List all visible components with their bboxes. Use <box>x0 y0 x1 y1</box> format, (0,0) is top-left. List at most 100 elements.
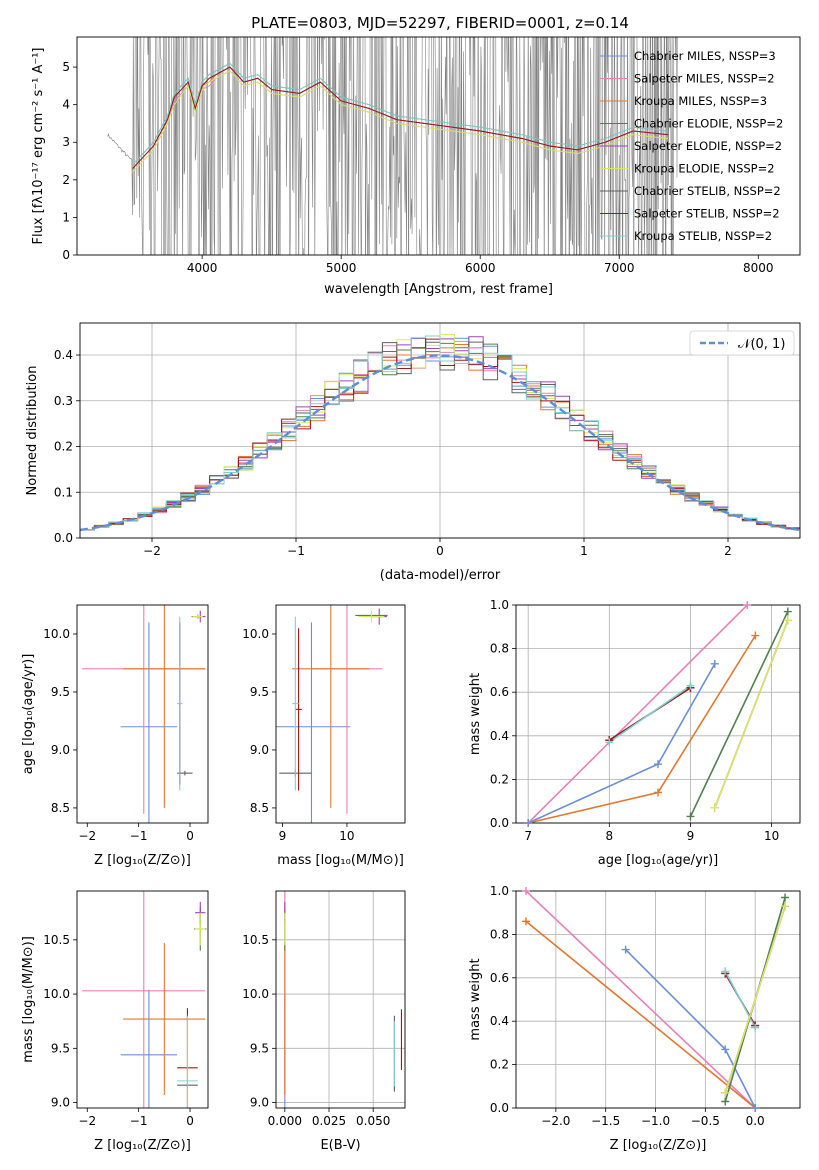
mw-age-line <box>689 611 789 817</box>
mw-age-ylabel: mass weight <box>468 673 483 755</box>
mass-z-xtick-label: −2 <box>78 1114 96 1128</box>
mw-z-xtick-label: −1.5 <box>591 1114 620 1128</box>
mw-z-line <box>724 970 756 1029</box>
mw-z-marker <box>721 967 730 976</box>
spectrum-legend-label: Chabrier STELIB, NSSP=2 <box>634 184 781 198</box>
spectrum-model-line <box>132 66 668 169</box>
age-z-xtick-label: 0 <box>186 829 194 843</box>
residual-xtick-label: 1 <box>580 544 588 558</box>
spectrum-legend: Chabrier MILES, NSSP=3 Salpeter MILES, NS… <box>600 49 783 243</box>
mass-z-plot <box>82 891 207 1108</box>
residual-plot <box>80 333 800 532</box>
mw-age-marker <box>524 819 533 827</box>
mass-ebv-ytick-label: 10.5 <box>242 933 269 947</box>
spectrum-legend-label: Kroupa ELODIE, NSSP=2 <box>634 162 775 176</box>
residual-legend-label: 𝒩(0, 1) <box>738 337 785 352</box>
mw-z-marker <box>521 917 530 926</box>
spectrum-model-line <box>132 62 668 166</box>
residual-xtick-label: 0 <box>436 544 444 558</box>
mw-age-xlabel: age [log₁₀(age/yr)] <box>598 853 719 868</box>
mw-z-line <box>525 920 756 1108</box>
spectrum-xtick-label: 8000 <box>743 261 774 275</box>
spectrum-ytick-label: 5 <box>62 60 70 74</box>
mw-z-ytick-label: 0.0 <box>490 1101 509 1115</box>
age-z-ytick-label: 9.0 <box>51 743 70 757</box>
mw-z-xtick-label: −2.0 <box>541 1114 570 1128</box>
mw-z-frame <box>515 890 801 1109</box>
mw-age-marker <box>605 738 614 747</box>
mw-age-line <box>608 685 691 743</box>
spectrum-legend-label: Kroupa STELIB, NSSP=2 <box>634 229 772 243</box>
age-z-ytick-label: 9.5 <box>51 685 70 699</box>
spectrum-xlabel: wavelength [Angstrom, rest frame] <box>324 282 553 297</box>
residual-ytick-label: 0.0 <box>54 531 73 545</box>
spectrum-ytick-label: 0 <box>62 248 70 262</box>
mass-ebv-ytick-label: 9.5 <box>250 1041 269 1055</box>
residual-xtick-label: 2 <box>724 544 732 558</box>
mw-z-marker <box>781 893 790 902</box>
mass-ebv-xtick-label: 0.025 <box>312 1114 346 1128</box>
age-z-ytick-label: 8.5 <box>51 801 70 815</box>
mass-z-axes: −2 −1 0 9.0 9.5 10.0 10.5 Z [log₁₀(Z/Z⊙)] mass [… <box>21 890 209 1153</box>
mw-age-marker <box>654 788 662 797</box>
residual-xtick-label: −1 <box>287 544 305 558</box>
mw-z-ytick-label: 0.6 <box>490 971 509 985</box>
mw-z-line <box>625 949 756 1108</box>
mass-ebv-xtick-label: 0.050 <box>356 1114 390 1128</box>
mass-z-xtick-label: −1 <box>130 1114 148 1128</box>
mw-z-ytick-label: 1.0 <box>490 884 509 898</box>
mw-z-ylabel: mass weight <box>468 958 483 1040</box>
mw-z-marker <box>521 887 530 895</box>
mw-age-marker <box>751 631 760 640</box>
age-mass-ytick-label: 10.0 <box>242 627 269 641</box>
age-z-axes: −2 −1 0 8.5 9.0 9.5 10.0 Z [log₁₀(Z/Z⊙)] age [lo… <box>21 604 209 868</box>
mw-age-xtick-label: 9 <box>687 829 695 843</box>
spectrum-ytick-label: 2 <box>62 173 70 187</box>
mw-age-marker <box>686 812 695 821</box>
mw-age-frame <box>515 604 801 824</box>
mw-z-xlabel: Z [log₁₀(Z/Z⊙)] <box>610 1138 707 1153</box>
spectrum-legend-label: Salpeter MILES, NSSP=2 <box>634 72 775 86</box>
spectrum-frame <box>76 36 801 256</box>
mw-age-ytick-label: 0.6 <box>490 685 509 699</box>
spectrum-legend-label: Salpeter ELODIE, NSSP=2 <box>634 139 782 153</box>
mw-age-marker <box>710 659 719 668</box>
age-z-xtick-label: −2 <box>78 829 96 843</box>
residual-ytick-label: 0.4 <box>54 348 73 362</box>
mass-ebv-ytick-label: 10.0 <box>242 987 269 1001</box>
mass-z-ytick-label: 10.0 <box>43 987 70 1001</box>
mass-ebv-plot <box>284 891 403 1108</box>
residual-ytick-label: 0.3 <box>54 394 73 408</box>
figure-title: PLATE=0803, MJD=52297, FIBERID=0001, z=0… <box>251 14 629 32</box>
spectrum-xtick-label: 6000 <box>465 261 496 275</box>
age-mass-xtick-label: 9 <box>279 829 287 843</box>
mass-z-xlabel: Z [log₁₀(Z/Z⊙)] <box>94 1138 191 1153</box>
residual-xlabel: (data-model)/error <box>380 568 501 583</box>
spectrum-ylabel: Flux [fλ10⁻¹⁷ erg cm⁻² s⁻¹ A⁻¹] <box>31 48 46 245</box>
mw-age-plot <box>527 605 789 823</box>
spectrum-ytick-label: 4 <box>62 98 70 112</box>
spectrum-plot <box>107 37 678 255</box>
age-mass-ytick-label: 8.5 <box>250 801 269 815</box>
residual-ylabel: Normed distribution <box>25 366 40 496</box>
age-mass-ytick-label: 9.5 <box>250 685 269 699</box>
mw-age-marker <box>710 803 719 812</box>
spectrum-ytick-label: 3 <box>62 135 70 149</box>
mw-z-axes: −2.0 −1.5 −1.0 −0.5 0.0 0.0 0.2 0.4 0.6 0.8 1.0 Z [… <box>468 884 801 1153</box>
mw-z-marker <box>721 1097 730 1106</box>
mass-ebv-frame <box>275 890 406 1109</box>
mw-age-marker <box>743 601 752 609</box>
mw-age-line <box>527 605 748 823</box>
mw-z-xtick-label: −0.5 <box>691 1114 720 1128</box>
mw-age-axes: 7 8 9 10 0.0 0.2 0.4 0.6 0.8 1.0 age [log₁₀(age/yr… <box>468 598 801 868</box>
mw-age-ytick-label: 0.2 <box>490 772 509 786</box>
age-z-ylabel: age [log₁₀(age/yr)] <box>21 654 36 775</box>
mass-ebv-xlabel: E(B-V) <box>320 1138 360 1153</box>
mw-z-ytick-label: 0.4 <box>490 1014 509 1028</box>
mw-age-xtick-label: 7 <box>524 829 532 843</box>
age-z-plot <box>82 605 206 823</box>
mw-age-marker <box>654 760 662 769</box>
spectrum-data-line <box>107 37 678 255</box>
mass-ebv-axes: 0.000 0.025 0.050 9.0 9.5 10.0 10.5 E(B-V) <box>242 890 406 1153</box>
